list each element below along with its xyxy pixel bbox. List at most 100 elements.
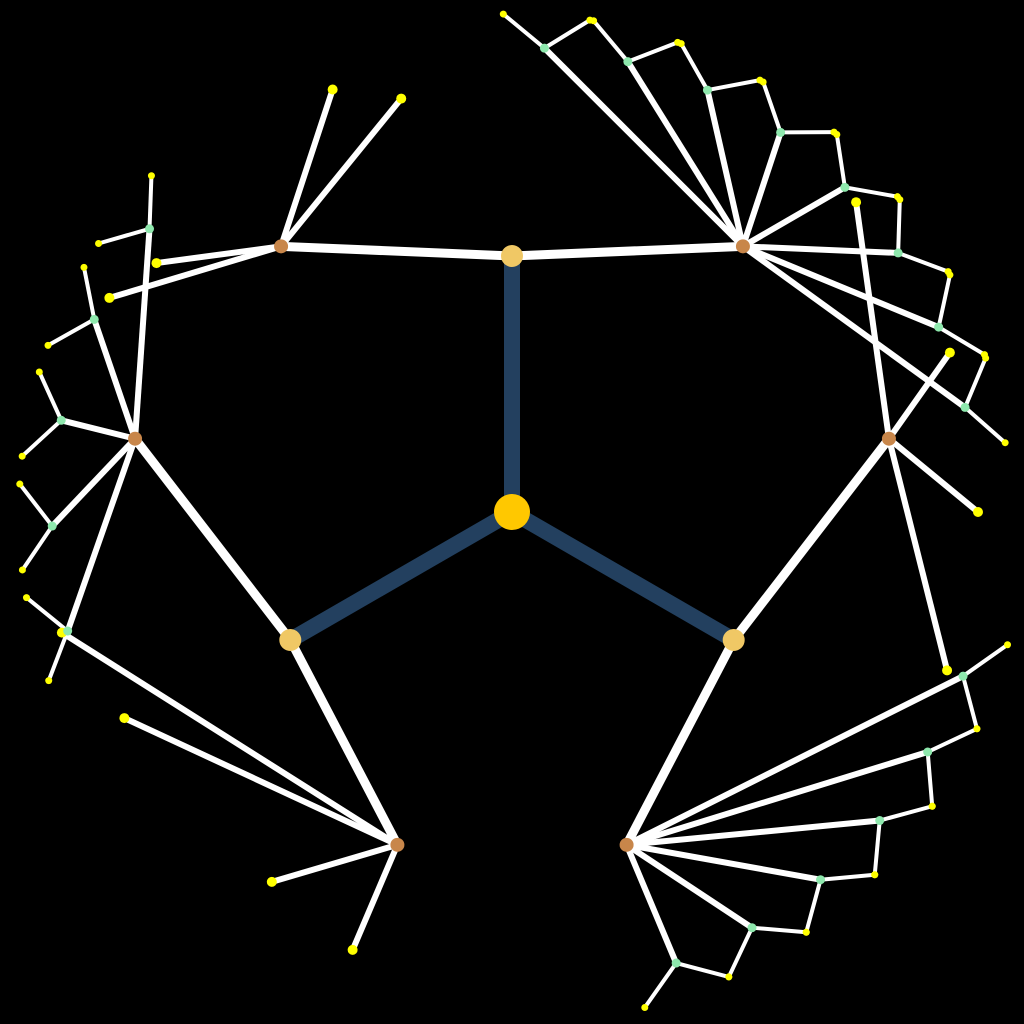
tree-edge [278,88,336,248]
branch-node [934,322,944,332]
tree-edge [761,81,783,134]
leaf-node [759,78,767,86]
leaf-node [973,507,983,517]
tree-edge [872,820,882,875]
branch-node [702,85,712,95]
leaf-node [896,196,904,204]
nodes-layer [16,10,1012,1012]
leaf-node [1001,439,1009,447]
tree-edge [742,243,899,256]
branch-node [923,747,933,757]
tree-edge [926,726,978,754]
leaf-node [104,292,115,303]
leaf-node [95,239,103,247]
tree-edge [740,131,784,248]
tree-edge [936,274,952,328]
tree-edge [592,19,630,63]
tree-edge [937,325,986,357]
branch-node [279,629,302,651]
leaf-node [677,40,685,48]
tree-edge [726,926,754,978]
tree-edge [278,96,404,249]
branch-node [747,923,757,933]
tree-edge [679,42,710,92]
branch-node [893,248,903,258]
tree-edge [896,199,902,253]
tree-edge [626,817,880,848]
tree-edge [46,630,70,682]
tree-edge [508,505,738,647]
leaf-node [833,131,841,139]
tree-edge [147,175,154,229]
tree-edge [270,841,399,885]
leaf-node [1004,641,1012,649]
tree-edge [730,435,893,643]
branch-node [63,626,73,636]
tree-edge [286,505,516,647]
branch-node [56,415,66,425]
tree-edge [123,715,399,848]
leaf-node [942,665,953,676]
branch-node [47,521,57,531]
tree-edge [741,184,847,249]
tree-edge [20,524,54,572]
leaf-node [982,354,990,362]
leaf-node [871,871,879,879]
branch-node [671,958,681,968]
tree-edge [18,482,54,528]
branch-node [619,837,634,852]
branch-node [735,239,750,254]
tree-edge [879,804,933,823]
tree-edge [897,251,949,274]
branch-node [722,629,745,651]
tree-edge [626,841,822,883]
branch-node [390,837,405,852]
tree-edge [132,228,153,439]
tree-edge [625,60,746,248]
tree-edge [622,637,738,847]
tree-edge [50,436,138,529]
root-node [494,494,530,530]
tree-edge [741,243,940,330]
branch-node [840,182,850,192]
branch-node [623,57,633,67]
tree-edge [625,749,929,848]
tree-edge [542,46,746,249]
leaf-node [327,84,338,95]
leaf-node [946,271,954,279]
tree-edge [82,266,97,320]
leaf-node [641,1004,649,1012]
tree-edge [25,596,69,633]
tree-edge [925,751,935,807]
leaf-node [266,876,277,887]
tree-edge [751,925,807,935]
branch-node [145,224,155,234]
leaf-node [396,93,407,104]
tree-edge [627,40,679,64]
tree-edge [623,843,679,965]
branch-node [128,431,143,446]
tree-edge [286,637,402,847]
leaf-node [928,802,936,810]
branch-node [274,239,289,254]
leaf-node [347,944,358,955]
leaf-node [725,973,733,981]
leaf-node [18,452,26,460]
tree-edge [886,437,950,672]
leaf-node [499,10,507,18]
leaf-node [851,197,862,208]
tree-edge [704,89,746,248]
leaf-node [590,17,598,25]
tree-edge [834,134,847,188]
leaf-node [973,725,981,733]
leaf-node [147,172,155,180]
tree-edge [820,872,875,882]
tree-edge [47,317,96,348]
branch-node [958,671,968,681]
tree-edge [804,879,823,933]
tree-edge [97,226,151,246]
branch-node [501,245,523,267]
tree-edge [502,12,546,50]
leaf-node [18,566,26,574]
